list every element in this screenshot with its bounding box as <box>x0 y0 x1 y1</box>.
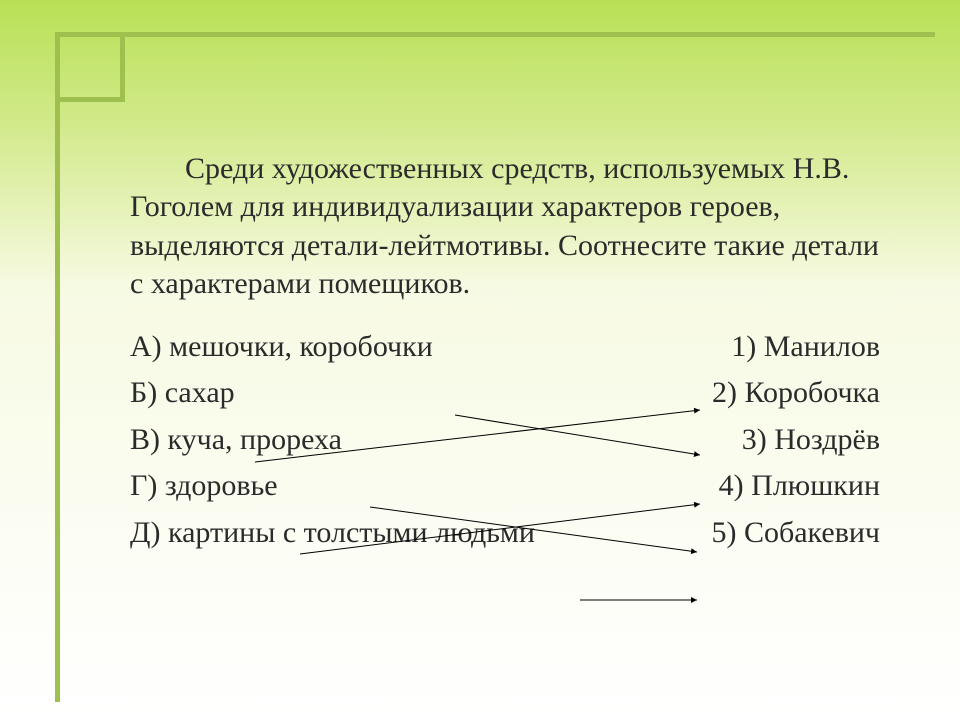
match-right-label: 3) Ноздрёв <box>742 417 880 464</box>
match-right-label: 4) Плюшкин <box>719 463 880 510</box>
match-right-label: 5) Собакевич <box>711 510 880 557</box>
match-row: Д) картины с толстыми людьми 5) Собакеви… <box>130 510 920 557</box>
content-area: Среди художественных средств, используем… <box>130 150 920 556</box>
frame-inner-box <box>55 32 125 102</box>
match-row: А) мешочки, коробочки 1) Манилов <box>130 324 920 371</box>
match-left-label: Б) сахар <box>130 370 235 417</box>
match-row: Г) здоровье 4) Плюшкин <box>130 463 920 510</box>
match-row: В) куча, прореха 3) Ноздрёв <box>130 417 920 464</box>
match-left-label: Д) картины с толстыми людьми <box>130 510 535 557</box>
slide: Среди художественных средств, используем… <box>0 0 960 720</box>
match-right-label: 1) Манилов <box>731 324 880 371</box>
intro-paragraph: Среди художественных средств, используем… <box>130 150 920 304</box>
match-left-label: В) куча, прореха <box>130 417 342 464</box>
match-right-label: 2) Коробочка <box>712 370 880 417</box>
match-left-label: Г) здоровье <box>130 463 278 510</box>
match-row: Б) сахар 2) Коробочка <box>130 370 920 417</box>
match-left-label: А) мешочки, коробочки <box>130 324 433 371</box>
